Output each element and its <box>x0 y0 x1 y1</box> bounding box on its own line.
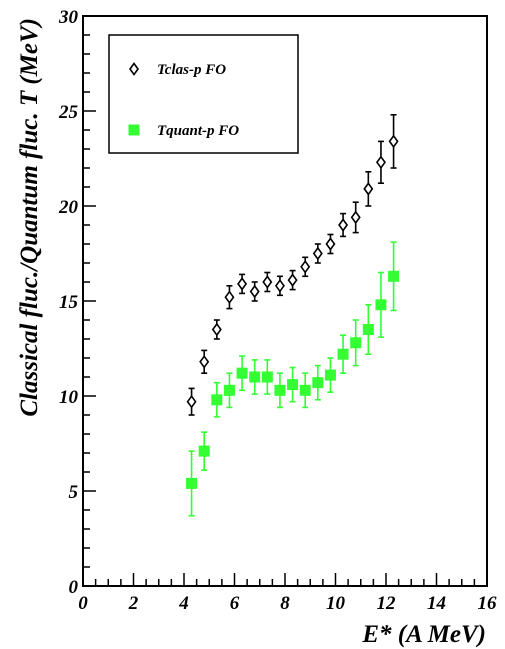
x-tick-label: 8 <box>280 593 290 614</box>
data-point <box>274 384 286 396</box>
y-tick-label: 25 <box>58 102 79 123</box>
data-point <box>199 354 210 369</box>
series-1 <box>186 241 400 517</box>
legend-items: Tclas-p FO Tquant-p FO <box>128 62 239 139</box>
series-0 <box>186 114 399 416</box>
x-tick-label: 10 <box>326 593 346 614</box>
legend-label: Tquant-p FO <box>157 123 239 139</box>
data-point <box>388 134 399 149</box>
data-point <box>211 322 222 337</box>
x-tick-label: 14 <box>427 593 446 614</box>
y-tick-label: 20 <box>58 197 79 218</box>
data-point <box>287 273 298 287</box>
data-point <box>363 182 374 196</box>
data-point <box>375 299 387 311</box>
data-point <box>312 377 324 389</box>
legend-box <box>108 34 299 154</box>
y-axis-title: Classical fluc./Quantum fluc. T (MeV) <box>16 18 43 417</box>
data-point <box>388 270 400 282</box>
axis-ticks <box>82 15 488 587</box>
y-tick-label: 10 <box>59 387 79 408</box>
data-point <box>287 379 299 391</box>
data-point <box>274 278 285 293</box>
data-point <box>375 155 386 170</box>
y-tick-label: 15 <box>59 292 79 313</box>
data-point <box>236 367 248 379</box>
data-point <box>261 371 273 383</box>
y-tick-label: 5 <box>69 482 79 503</box>
legend: Tclas-p FO Tquant-p FO <box>108 34 299 154</box>
data-point <box>300 259 311 274</box>
data-point <box>350 337 362 349</box>
data-point <box>312 246 323 261</box>
x-axis-title: E* (A MeV) <box>361 621 486 648</box>
data-point <box>224 290 235 305</box>
data-point <box>186 394 197 409</box>
data-point <box>249 371 261 383</box>
x-tick-label: 6 <box>230 593 240 614</box>
x-tick-label: 0 <box>78 593 88 614</box>
data-point <box>350 210 361 225</box>
data-point <box>237 277 248 291</box>
y-tick-label: 0 <box>69 577 79 598</box>
data-point <box>223 384 235 396</box>
legend-marker <box>129 62 139 76</box>
data-point <box>337 348 349 360</box>
data-point <box>338 218 349 232</box>
legend-marker <box>128 124 140 136</box>
data-point <box>186 477 198 489</box>
data-point <box>324 369 336 381</box>
data-point <box>249 284 260 299</box>
x-tick-label: 16 <box>478 593 498 614</box>
x-tick-label: 2 <box>128 593 139 614</box>
data-point <box>198 445 210 457</box>
axis-tick-labels: 0 2 4 6 8 10 12 14 16 0 5 10 15 20 25 30 <box>58 7 497 614</box>
data-point <box>325 237 336 251</box>
data-point <box>362 324 374 335</box>
legend-label: Tclas-p FO <box>157 62 226 78</box>
x-tick-label: 12 <box>377 593 397 614</box>
data-point <box>262 275 273 289</box>
series-layer <box>186 114 400 517</box>
x-tick-label: 4 <box>178 593 189 614</box>
data-point <box>299 384 311 396</box>
data-point <box>211 394 223 406</box>
y-tick-label: 30 <box>58 7 79 28</box>
